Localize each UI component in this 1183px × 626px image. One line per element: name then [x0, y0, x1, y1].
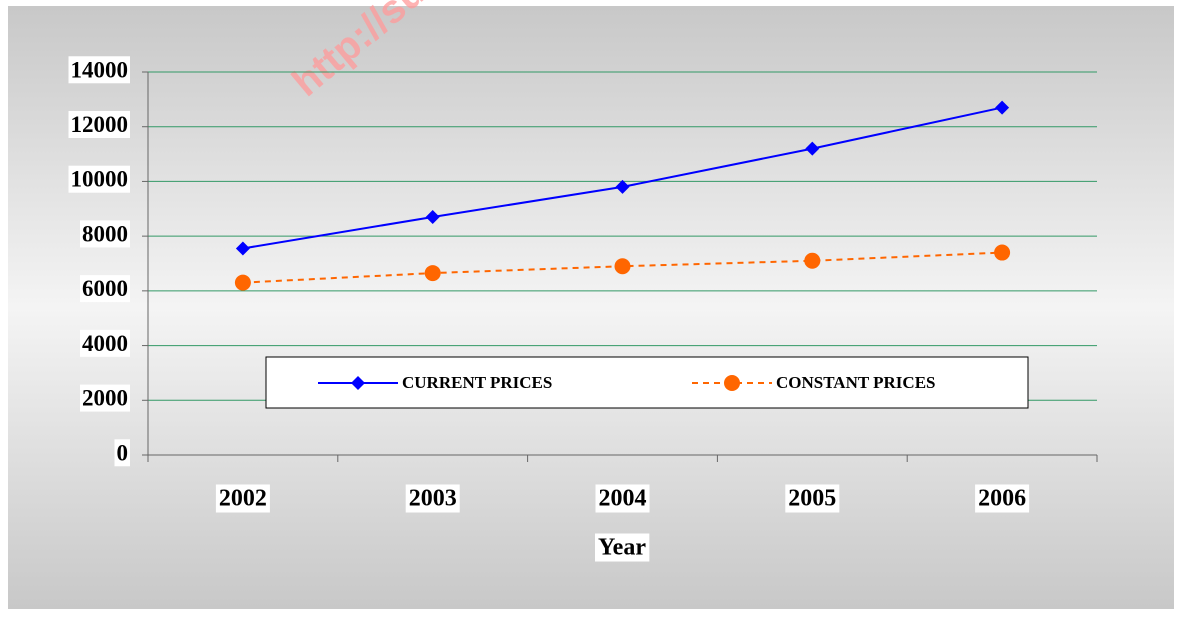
point: [995, 100, 1010, 115]
x-tick-label-box: [785, 484, 840, 513]
y-tick-label: 0: [117, 440, 129, 465]
y-tick-label: 8000: [82, 221, 128, 246]
y-tick-label-box: [80, 275, 130, 303]
y-tick-label-box: [114, 439, 130, 467]
y-tick-label: 12000: [71, 112, 129, 137]
x-axis-title: Year: [598, 535, 646, 561]
point: [614, 258, 631, 275]
x-tick-label: 2004: [599, 486, 647, 512]
x-tick-label-box: [215, 484, 270, 513]
y-tick-label-box: [80, 384, 130, 412]
legend-label: CONSTANT PRICES: [776, 373, 936, 392]
point: [424, 265, 441, 282]
y-tick-label: 14000: [71, 57, 129, 82]
point: [235, 241, 250, 256]
y-tick-label-box: [80, 220, 130, 248]
point: [615, 179, 630, 194]
y-tick-label-box: [68, 56, 130, 84]
point: [425, 209, 440, 224]
legend-label: CURRENT PRICES: [402, 373, 552, 392]
point: [804, 252, 821, 269]
y-tick-label: 6000: [82, 276, 128, 301]
y-tick-label: 2000: [82, 386, 128, 411]
x-axis-title-box: [595, 533, 650, 562]
y-tick-label: 10000: [71, 167, 129, 192]
y-tick-label-box: [68, 165, 130, 193]
x-tick-label: 2002: [219, 486, 267, 512]
y-tick-label-box: [68, 110, 130, 138]
point: [805, 141, 820, 156]
legend-marker: [724, 375, 740, 391]
legend-marker: [351, 376, 365, 390]
point: [234, 274, 251, 291]
y-tick-label: 4000: [82, 331, 128, 356]
x-tick-label-box: [975, 484, 1030, 513]
point: [994, 244, 1011, 261]
x-tick-label: 2005: [788, 486, 836, 512]
x-tick-label: 2003: [409, 486, 457, 512]
x-tick-label-box: [405, 484, 460, 513]
chart-background: [8, 6, 1174, 609]
x-tick-label-box: [595, 484, 650, 513]
y-tick-label-box: [80, 329, 130, 357]
x-tick-label: 2006: [978, 486, 1026, 512]
